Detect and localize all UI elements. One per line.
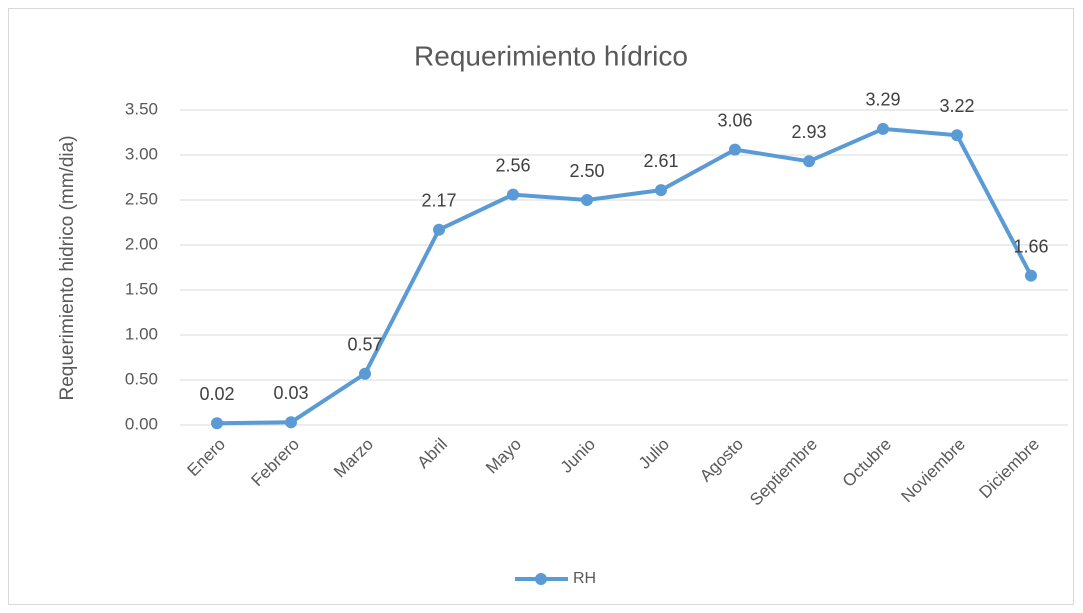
y-tick-label: 0.00 <box>125 414 158 433</box>
legend-marker <box>535 573 547 585</box>
data-point <box>655 184 667 197</box>
data-label: 3.06 <box>717 110 752 130</box>
data-point <box>359 367 371 380</box>
chart-border <box>8 8 1074 605</box>
data-point <box>211 417 223 430</box>
data-label: 0.02 <box>199 384 234 404</box>
y-tick-label: 1.50 <box>125 279 158 298</box>
y-tick-label: 3.50 <box>125 99 158 118</box>
data-point <box>1025 269 1037 282</box>
y-tick-label: 0.50 <box>125 369 158 388</box>
data-label: 2.56 <box>495 155 530 175</box>
data-point <box>877 122 889 135</box>
data-point <box>507 188 519 201</box>
data-label: 2.17 <box>421 190 456 210</box>
y-tick-label: 3.00 <box>125 144 158 163</box>
data-label: 2.61 <box>643 151 678 171</box>
data-label: 2.93 <box>791 122 826 142</box>
data-point <box>285 416 297 429</box>
y-tick-label: 1.00 <box>125 324 158 343</box>
legend-label: RH <box>573 570 596 587</box>
y-tick-label: 2.00 <box>125 234 158 253</box>
series-line <box>216 126 1033 426</box>
y-tick-label: 2.50 <box>125 189 158 208</box>
data-point <box>803 155 815 168</box>
data-label: 3.22 <box>939 96 974 116</box>
data-point <box>951 129 963 142</box>
data-label: 2.50 <box>569 161 604 181</box>
data-point <box>581 194 593 206</box>
y-axis-label: Requerimiento hidrico (mm/dia) <box>57 135 78 400</box>
chart-title: Requerimiento hídrico <box>414 40 688 71</box>
data-point <box>729 143 741 156</box>
data-point <box>433 223 445 236</box>
data-label: 0.57 <box>347 334 382 354</box>
data-label: 1.66 <box>1013 236 1048 256</box>
data-label: 3.29 <box>865 90 900 110</box>
data-label: 0.03 <box>273 383 308 403</box>
